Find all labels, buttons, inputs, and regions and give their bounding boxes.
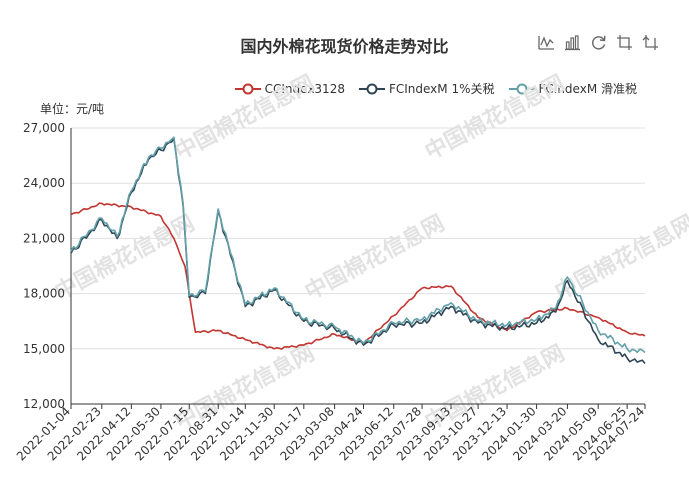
legend-label: FCIndexM 1%关税 bbox=[388, 82, 495, 96]
legend-line-marker bbox=[358, 83, 385, 94]
chart-title: 国内外棉花现货价格走势对比 bbox=[240, 37, 449, 56]
y-tick-label: 21,000 bbox=[23, 231, 65, 245]
legend-label: FCIndexM 滑准税 bbox=[538, 82, 638, 96]
watermark: 中国棉花信息网 bbox=[551, 210, 689, 305]
legend-line-marker bbox=[234, 83, 261, 94]
legend: CCIndex3128 FCIndexM 1%关税 FCIndexM 滑准税 bbox=[234, 80, 638, 97]
y-tick-label: 18,000 bbox=[23, 287, 65, 301]
toolbox bbox=[538, 34, 659, 51]
bar-chart-icon[interactable] bbox=[564, 34, 581, 51]
y-tick-label: 24,000 bbox=[23, 176, 65, 190]
y-tick-label: 12,000 bbox=[23, 397, 65, 411]
restore-icon[interactable] bbox=[590, 34, 607, 51]
y-axis-unit-label: 单位：元/吨 bbox=[40, 102, 105, 116]
series-line-2 bbox=[70, 136, 646, 354]
y-tick-label: 15,000 bbox=[23, 342, 65, 356]
zoom-reset-icon[interactable] bbox=[642, 34, 659, 51]
line-chart-icon[interactable] bbox=[538, 34, 555, 51]
legend-item-fcindex-sliding[interactable]: FCIndexM 滑准税 bbox=[508, 80, 638, 97]
watermark: 中国棉花信息网 bbox=[51, 210, 199, 305]
watermark: 中国棉花信息网 bbox=[421, 70, 569, 165]
series-line-1 bbox=[70, 138, 646, 365]
watermark: 中国棉花信息网 bbox=[171, 70, 319, 165]
legend-item-ccindex[interactable]: CCIndex3128 bbox=[234, 80, 345, 97]
watermark: 中国棉花信息网 bbox=[301, 210, 449, 305]
data-zoom-icon[interactable] bbox=[616, 34, 633, 51]
legend-label: CCIndex3128 bbox=[264, 81, 345, 96]
legend-line-marker bbox=[508, 83, 535, 94]
legend-item-fcindex-1pct[interactable]: FCIndexM 1%关税 bbox=[358, 80, 495, 97]
y-tick-label: 27,000 bbox=[23, 121, 65, 135]
